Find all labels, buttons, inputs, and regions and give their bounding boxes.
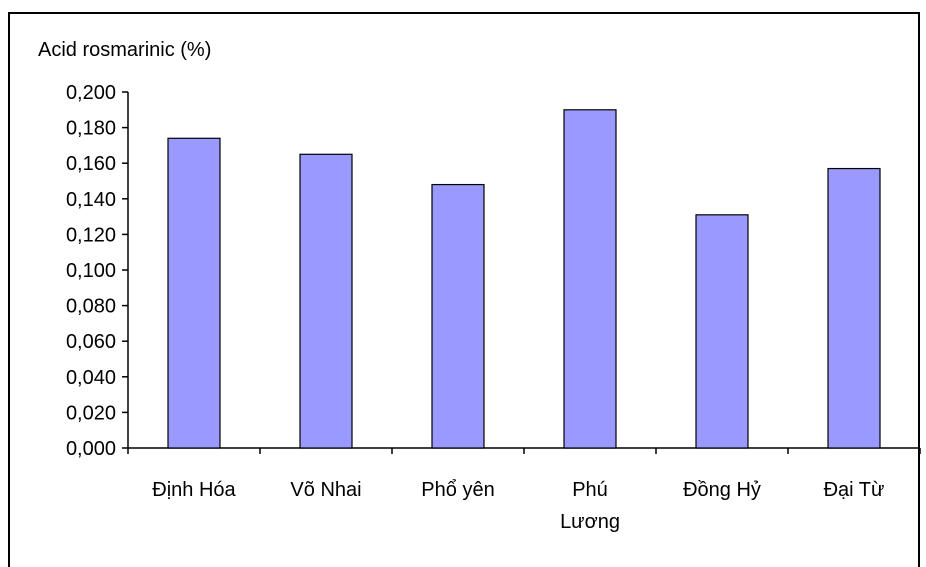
y-tick-label: 0,200 xyxy=(66,82,116,104)
x-tick-label: Phổ yên xyxy=(421,479,494,501)
bar xyxy=(563,109,617,449)
bars xyxy=(167,109,881,449)
bar xyxy=(695,214,749,449)
y-tick-label: 0,160 xyxy=(66,153,116,175)
chart-frame xyxy=(8,12,920,567)
y-tick-label: 0,080 xyxy=(66,296,116,318)
axes xyxy=(127,92,921,454)
bar xyxy=(167,137,221,449)
y-tick-label: 0,100 xyxy=(66,260,116,282)
y-tick-label: 0,040 xyxy=(66,367,116,389)
bar xyxy=(299,153,353,449)
y-tick-label: 0,140 xyxy=(66,189,116,211)
x-tick-label: Đồng Hỷ xyxy=(683,479,761,501)
x-tick-label: Võ Nhai xyxy=(290,479,361,501)
x-tick-label: Định Hóa xyxy=(152,479,236,501)
bar xyxy=(431,183,485,449)
y-tick-label: 0,120 xyxy=(66,224,116,246)
y-tick-label: 0,000 xyxy=(66,438,116,460)
x-tick-label: Phú Lương xyxy=(560,479,620,533)
y-axis-title: Acid rosmarinic (%) xyxy=(38,39,211,61)
y-tick-label: 0,180 xyxy=(66,118,116,140)
y-tick-label: 0,020 xyxy=(66,402,116,424)
bar xyxy=(827,167,881,449)
y-ticks: 0,000 0,020 0,040 0,060 0,080 0,100 0,120 0,140… xyxy=(66,82,128,460)
x-tick-label: Đại Từ xyxy=(824,479,885,501)
x-tick-labels: Định Hóa Võ Nhai Phổ yên Phú Lương Đồng Hỷ Đại… xyxy=(152,479,884,533)
y-tick-label: 0,060 xyxy=(66,331,116,353)
